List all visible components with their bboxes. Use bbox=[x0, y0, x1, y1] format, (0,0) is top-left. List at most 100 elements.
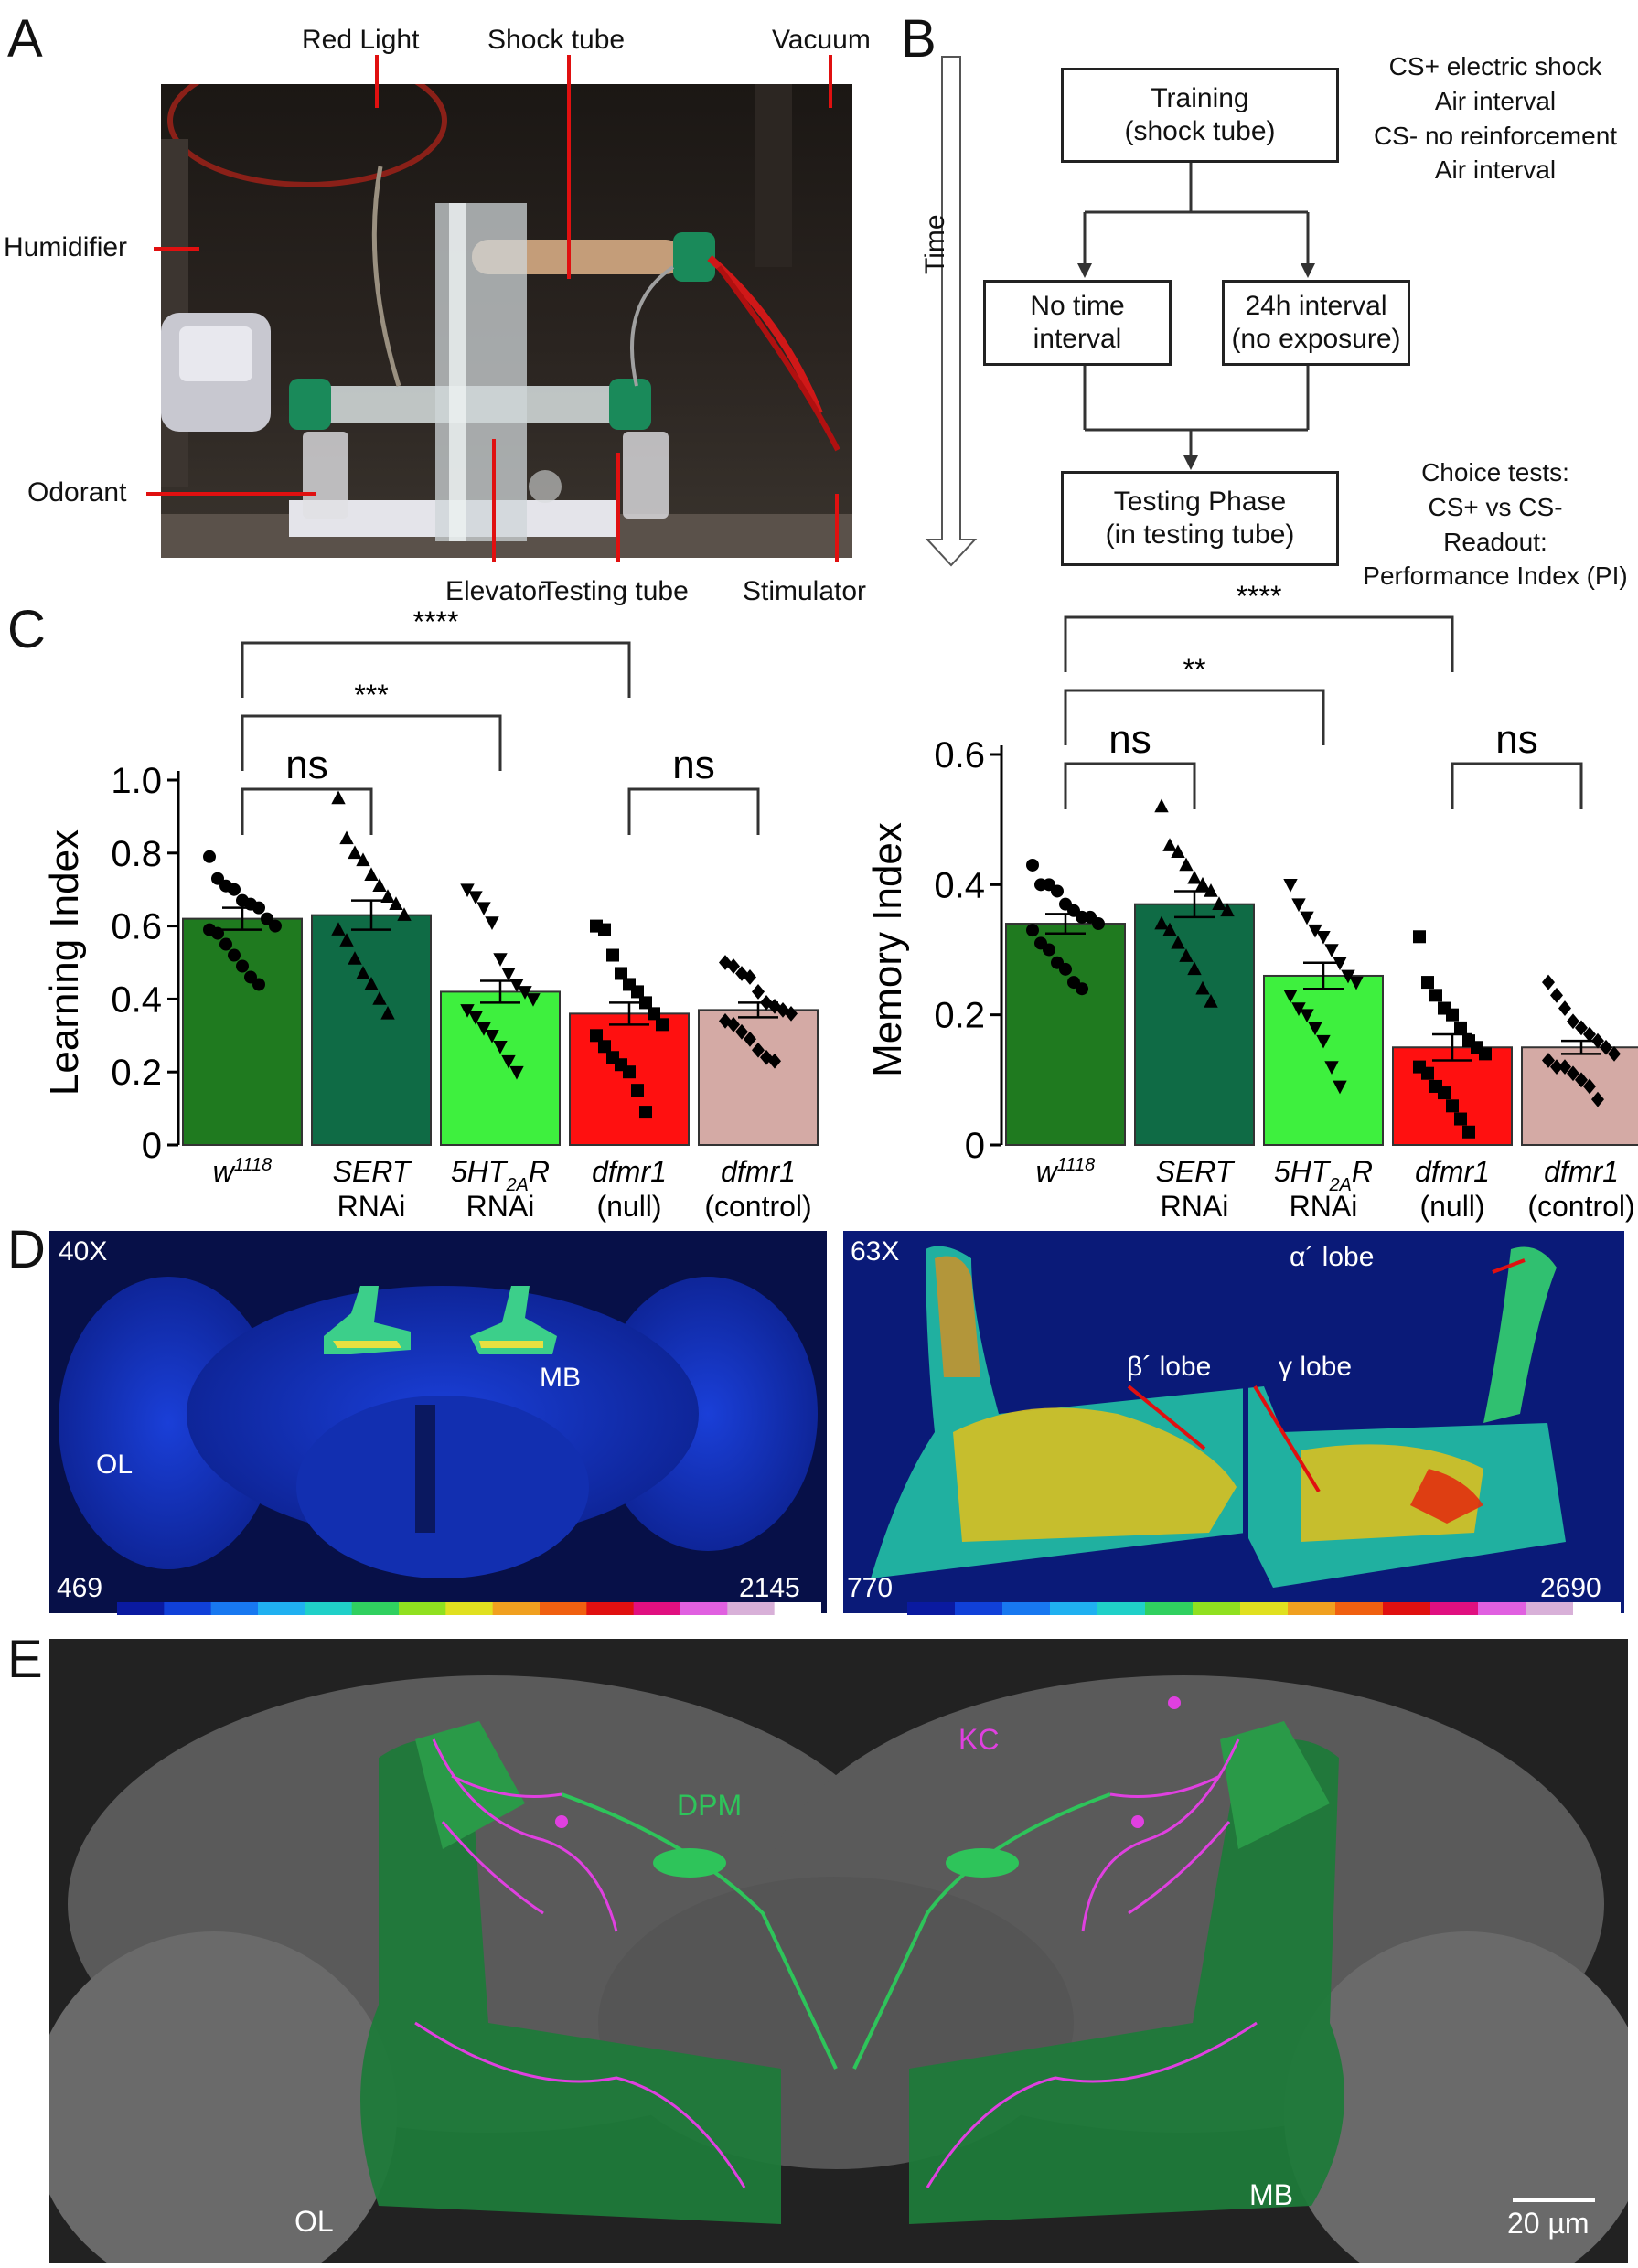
label-stimulator: Stimulator bbox=[743, 576, 867, 606]
data-point bbox=[598, 1040, 611, 1054]
data-point bbox=[1316, 930, 1331, 945]
bar bbox=[698, 1009, 819, 1146]
data-point bbox=[1076, 982, 1088, 996]
significance-bracket bbox=[241, 787, 373, 835]
data-point bbox=[501, 1054, 516, 1069]
data-point bbox=[339, 933, 354, 947]
data-point bbox=[1092, 917, 1105, 931]
data-point bbox=[1583, 1078, 1596, 1095]
label-elevator: Elevator bbox=[445, 576, 547, 606]
data-point bbox=[476, 902, 491, 916]
colorbar-segment bbox=[351, 1602, 400, 1615]
data-point bbox=[228, 883, 241, 896]
panel-letter-c: C bbox=[7, 600, 46, 659]
data-point bbox=[735, 966, 748, 981]
x-tick-label-line2: (null) bbox=[1419, 1190, 1484, 1223]
data-point bbox=[1059, 962, 1072, 976]
data-point bbox=[1291, 1002, 1306, 1016]
data-point bbox=[211, 872, 224, 885]
x-tick-label: SERT bbox=[333, 1155, 412, 1188]
colorbar-segment bbox=[1478, 1602, 1526, 1615]
x-tick-label: 5HT2AR bbox=[451, 1155, 550, 1195]
label-mb-e: MB bbox=[1249, 2178, 1293, 2211]
data-point bbox=[397, 907, 412, 921]
data-point bbox=[623, 1065, 636, 1079]
data-point bbox=[468, 891, 483, 905]
data-point bbox=[1454, 1112, 1467, 1126]
brain-heatmap-63x bbox=[843, 1231, 1624, 1613]
data-point bbox=[631, 1084, 644, 1097]
data-point bbox=[380, 1005, 395, 1020]
data-point bbox=[1026, 858, 1039, 872]
data-point bbox=[509, 979, 524, 992]
no-time-interval-box: No time interval bbox=[983, 280, 1172, 366]
data-point bbox=[1171, 844, 1185, 859]
data-point bbox=[348, 845, 362, 860]
data-point bbox=[752, 1042, 765, 1058]
y-tick-label: 0 bbox=[142, 1126, 162, 1166]
data-point bbox=[1195, 876, 1210, 891]
data-point bbox=[1300, 1009, 1314, 1023]
data-point bbox=[219, 937, 232, 951]
bar bbox=[1005, 923, 1126, 1146]
scatter-group bbox=[1283, 879, 1364, 1095]
label-humidifier: Humidifier bbox=[4, 232, 128, 262]
data-point bbox=[719, 955, 732, 970]
data-point bbox=[468, 1011, 483, 1025]
data-point bbox=[509, 1065, 524, 1080]
label-kc: KC bbox=[958, 1723, 1000, 1756]
x-tick-label: SERT bbox=[1156, 1155, 1236, 1188]
colorbar-segment bbox=[1430, 1602, 1479, 1615]
colorbar-segment bbox=[540, 1602, 588, 1615]
data-point bbox=[1479, 1047, 1492, 1061]
colorbar-segment bbox=[1050, 1602, 1098, 1615]
y-tick-label: 1.0 bbox=[111, 761, 162, 801]
data-point bbox=[1446, 1099, 1459, 1113]
neuron-reconstruction-image bbox=[49, 1639, 1628, 2263]
panel-letter-d: D bbox=[7, 1220, 46, 1279]
data-point bbox=[1349, 976, 1364, 990]
colorbar-segment bbox=[586, 1602, 635, 1615]
label-ol-heatmap: OL bbox=[96, 1450, 134, 1480]
significance-label: ns bbox=[285, 743, 327, 787]
data-point bbox=[1333, 957, 1347, 971]
x-tick-label-line2: (control) bbox=[1527, 1190, 1634, 1223]
data-point bbox=[380, 889, 395, 903]
significance-label: **** bbox=[1237, 585, 1282, 613]
data-point bbox=[493, 953, 508, 967]
significance-label: **** bbox=[413, 605, 459, 638]
data-point bbox=[631, 985, 644, 999]
y-tick-label: 0.6 bbox=[111, 907, 162, 947]
scatter-group bbox=[1154, 798, 1235, 1008]
colorbar-segment bbox=[1097, 1602, 1146, 1615]
data-point bbox=[1333, 1080, 1347, 1095]
training-notes: CS+ electric shock Air interval CS- no r… bbox=[1373, 52, 1618, 185]
magnification-63x: 63X bbox=[851, 1236, 900, 1267]
data-point bbox=[203, 850, 216, 863]
data-point bbox=[1204, 994, 1218, 1008]
data-point bbox=[1154, 915, 1169, 930]
data-point bbox=[1154, 798, 1169, 813]
data-point bbox=[1162, 922, 1177, 936]
y-axis-label: Memory Index bbox=[865, 822, 910, 1077]
scatter-group bbox=[331, 790, 412, 1020]
y-tick-label: 0.6 bbox=[934, 735, 985, 776]
data-point bbox=[364, 977, 379, 990]
x-tick-label: dfmr1 bbox=[1415, 1155, 1490, 1188]
testing-notes: Choice tests: CS+ vs CS- Readout: Perfor… bbox=[1363, 458, 1628, 591]
panel-letter-a: A bbox=[7, 9, 43, 69]
data-point bbox=[460, 883, 475, 898]
label-shock-tube: Shock tube bbox=[487, 25, 626, 55]
bar bbox=[182, 917, 303, 1146]
data-point bbox=[744, 969, 756, 985]
y-tick-label: 0 bbox=[965, 1126, 985, 1166]
data-point bbox=[656, 1018, 669, 1032]
data-point bbox=[1043, 943, 1055, 957]
data-point bbox=[1421, 1066, 1434, 1080]
y-tick-label: 0.4 bbox=[934, 865, 985, 905]
x-tick-label: w1118 bbox=[1036, 1155, 1096, 1188]
data-point bbox=[493, 1040, 508, 1054]
training-box: Training (shock tube) bbox=[1061, 68, 1339, 163]
y-axis-label: Learning Index bbox=[42, 829, 87, 1096]
data-point bbox=[1558, 1000, 1571, 1016]
